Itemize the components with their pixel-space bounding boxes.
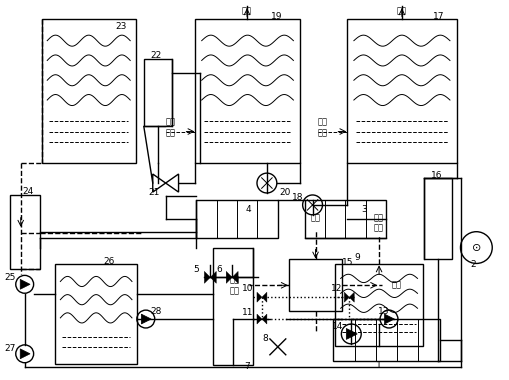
- Bar: [304, 200, 386, 238]
- Text: 23: 23: [116, 22, 127, 31]
- Polygon shape: [384, 314, 394, 324]
- Text: 排放: 排放: [397, 7, 407, 16]
- Text: 排放: 排放: [242, 7, 252, 16]
- Polygon shape: [346, 328, 357, 339]
- Text: 11: 11: [242, 307, 254, 317]
- Text: 室内
回风: 室内 回风: [165, 117, 176, 137]
- Text: 4: 4: [245, 205, 251, 214]
- Text: 2: 2: [471, 260, 476, 269]
- Polygon shape: [344, 292, 349, 302]
- Text: 19: 19: [271, 12, 282, 21]
- Text: 24: 24: [22, 187, 33, 196]
- Bar: [333, 319, 440, 361]
- Text: 室内
回风: 室内 回风: [229, 276, 239, 295]
- Text: 新风: 新风: [310, 213, 321, 222]
- Text: 27: 27: [4, 344, 15, 353]
- Text: 5: 5: [193, 265, 200, 274]
- Bar: [10, 195, 40, 269]
- Text: 1: 1: [376, 361, 382, 370]
- Text: 25: 25: [4, 273, 15, 282]
- Text: 20: 20: [279, 188, 291, 198]
- Text: 15: 15: [342, 258, 353, 267]
- Bar: [213, 248, 253, 365]
- Text: 21: 21: [148, 188, 159, 198]
- Text: 室内
回风: 室内 回风: [318, 117, 327, 137]
- Bar: [42, 19, 136, 163]
- Text: 排放: 排放: [392, 281, 402, 290]
- Bar: [196, 200, 278, 238]
- Text: 17: 17: [433, 12, 444, 21]
- Polygon shape: [262, 292, 267, 302]
- Polygon shape: [226, 271, 232, 283]
- Text: 12: 12: [331, 284, 342, 293]
- Bar: [335, 264, 423, 346]
- Polygon shape: [232, 271, 238, 283]
- Polygon shape: [349, 292, 354, 302]
- Text: 26: 26: [103, 257, 115, 266]
- Text: 13: 13: [378, 307, 390, 316]
- Bar: [424, 178, 451, 260]
- Text: 28: 28: [150, 307, 161, 316]
- Polygon shape: [142, 314, 151, 324]
- Polygon shape: [257, 292, 262, 302]
- Text: 3: 3: [361, 205, 367, 214]
- Text: 8: 8: [262, 334, 268, 344]
- Text: 9: 9: [354, 253, 360, 262]
- Text: 7: 7: [244, 362, 250, 371]
- Text: 18: 18: [292, 193, 303, 203]
- Bar: [195, 19, 300, 163]
- Polygon shape: [20, 349, 30, 359]
- Text: 10: 10: [242, 284, 254, 293]
- Polygon shape: [205, 271, 210, 283]
- Text: ⊙: ⊙: [472, 242, 481, 253]
- Bar: [55, 264, 137, 364]
- Polygon shape: [262, 314, 267, 324]
- Polygon shape: [210, 271, 216, 283]
- Text: 22: 22: [150, 51, 161, 60]
- Bar: [144, 59, 172, 127]
- Polygon shape: [257, 314, 262, 324]
- Text: 送入
房间: 送入 房间: [374, 213, 384, 233]
- Text: 6: 6: [216, 265, 222, 274]
- Bar: [347, 19, 457, 163]
- Text: 16: 16: [431, 171, 442, 180]
- Bar: [289, 260, 343, 311]
- Polygon shape: [20, 279, 30, 289]
- Text: 14: 14: [332, 323, 343, 331]
